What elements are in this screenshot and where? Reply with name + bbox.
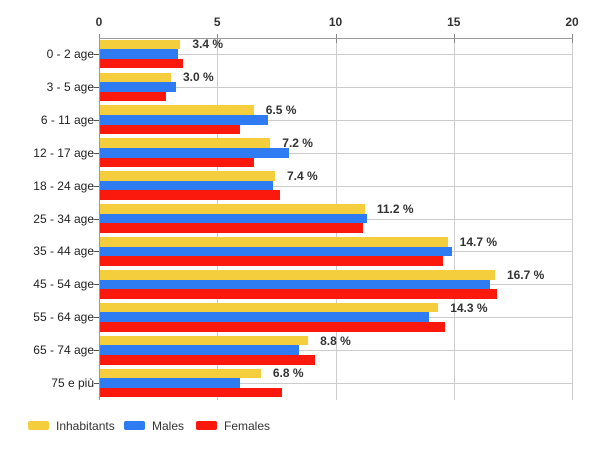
category-tick <box>94 383 99 384</box>
bar-females <box>100 289 498 299</box>
category-label: 35 - 44 age <box>33 244 94 258</box>
bar-males <box>100 279 491 290</box>
bar-males <box>100 180 273 191</box>
legend-swatch-males <box>124 421 145 431</box>
category-tick <box>94 153 99 154</box>
y-axis-line <box>99 38 100 400</box>
x-axis-tick-label: 10 <box>328 15 343 29</box>
bar-males <box>100 82 176 92</box>
value-label: 6.5 % <box>265 103 297 118</box>
x-axis-tick-label: 5 <box>213 15 221 29</box>
bar-males <box>100 345 299 355</box>
bar-females <box>100 157 254 168</box>
bar-inhabitants <box>100 204 365 214</box>
bar-females <box>100 354 316 365</box>
bar-inhabitants <box>100 39 181 50</box>
value-label: 16.7 % <box>506 267 545 282</box>
bar-females <box>100 190 280 201</box>
bar-females <box>100 124 240 135</box>
y-gridline <box>99 120 572 121</box>
category-tick <box>94 186 99 187</box>
value-label: 3.0 % <box>182 70 214 85</box>
y-gridline <box>99 383 572 384</box>
y-gridline <box>99 54 572 55</box>
bar-females <box>100 322 446 332</box>
y-gridline <box>99 87 572 88</box>
bar-inhabitants <box>100 302 439 313</box>
legend-swatch-females <box>196 421 217 431</box>
bar-males <box>100 147 290 158</box>
y-gridline <box>99 186 572 187</box>
bar-inhabitants <box>100 72 171 83</box>
category-tick <box>94 350 99 351</box>
category-label: 6 - 11 age <box>40 113 94 127</box>
category-tick <box>94 317 99 318</box>
bar-males <box>100 213 368 224</box>
y-gridline <box>99 153 572 154</box>
bar-females <box>100 223 363 233</box>
legend-label-females: Females <box>224 418 271 433</box>
category-label: 45 - 54 age <box>33 277 94 291</box>
bar-males <box>100 115 268 125</box>
bar-inhabitants <box>100 105 254 115</box>
bar-females <box>100 91 167 102</box>
category-label: 75 e più <box>51 376 94 390</box>
bar-females <box>100 387 283 398</box>
legend-item-inhabitants: Inhabitants <box>28 417 115 433</box>
bar-females <box>100 58 183 69</box>
category-tick <box>94 251 99 252</box>
category-tick <box>94 284 99 285</box>
bar-inhabitants <box>100 335 309 346</box>
bar-inhabitants <box>100 171 275 181</box>
x-axis-tick-label: 15 <box>447 15 461 29</box>
category-label: 55 - 64 age <box>33 310 94 324</box>
x-axis-line <box>99 38 573 39</box>
value-label: 14.7 % <box>459 234 497 249</box>
legend-swatch-inhabitants <box>28 421 49 431</box>
category-tick <box>94 120 99 121</box>
value-label: 14.3 % <box>450 300 488 315</box>
bar-inhabitants <box>100 368 261 379</box>
legend-label-inhabitants: Inhabitants <box>56 418 115 433</box>
x-gridline <box>572 38 573 400</box>
value-label: 8.8 % <box>320 333 351 348</box>
value-label: 7.4 % <box>287 169 318 184</box>
bar-females <box>100 256 443 266</box>
category-label: 3 - 5 age <box>46 80 94 94</box>
category-label: 65 - 74 age <box>33 343 94 357</box>
category-tick <box>94 87 99 88</box>
bar-inhabitants <box>100 138 271 148</box>
x-axis-tick-label: 0 <box>95 15 103 29</box>
legend-label-males: Males <box>152 418 185 433</box>
category-label: 25 - 34 age <box>33 212 94 226</box>
legend-item-females: Females <box>196 417 270 433</box>
bar-males <box>100 246 453 257</box>
category-tick <box>94 219 99 220</box>
bar-inhabitants <box>100 237 448 247</box>
category-tick <box>94 54 99 55</box>
x-axis-tick-label: 20 <box>565 15 579 29</box>
category-label: 18 - 24 age <box>33 179 94 193</box>
category-label: 0 - 2 age <box>46 47 94 61</box>
legend-item-males: Males <box>124 417 184 433</box>
y-gridline <box>99 350 572 351</box>
value-label: 3.4 % <box>192 37 224 52</box>
category-label: 12 - 17 age <box>33 146 94 160</box>
value-label: 6.8 % <box>272 366 304 381</box>
bar-males <box>100 312 429 323</box>
bar-males <box>100 49 179 59</box>
value-label: 7.2 % <box>282 136 313 151</box>
bar-males <box>100 378 240 388</box>
bar-inhabitants <box>100 269 495 280</box>
value-label: 11.2 % <box>376 201 414 216</box>
